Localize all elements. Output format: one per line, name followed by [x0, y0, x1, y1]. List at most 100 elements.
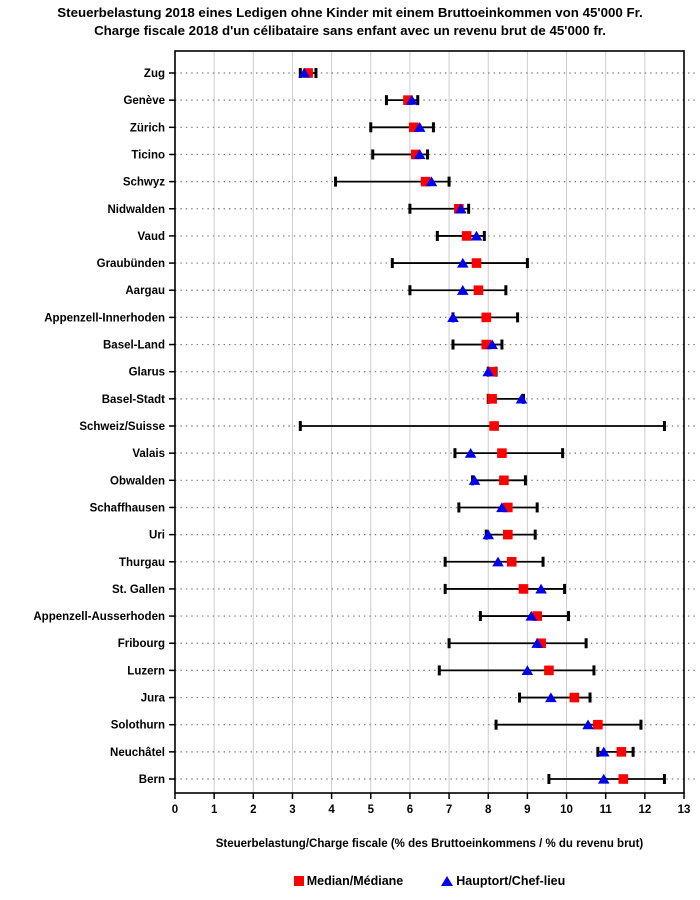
median-marker	[503, 529, 513, 540]
range-cap-max	[592, 665, 596, 676]
range-cap-min	[494, 719, 498, 730]
range-cap-min	[443, 556, 447, 567]
median-marker	[403, 95, 413, 105]
range-cap-max	[482, 230, 486, 241]
canton-label: Aargau	[125, 285, 165, 297]
median-marker	[506, 556, 517, 567]
x-tick-label: 5	[368, 804, 375, 816]
median-marker	[409, 122, 419, 133]
x-tick-label: 9	[524, 804, 530, 816]
range-cap-min	[384, 95, 388, 106]
x-tick-label: 1	[211, 804, 218, 816]
hauptort-marker	[298, 67, 311, 78]
range-cap-min	[408, 203, 412, 214]
range-cap-min	[390, 258, 394, 269]
canton-label: St. Gallen	[112, 584, 165, 596]
median-marker	[303, 68, 313, 78]
blue-triangle-icon	[441, 876, 454, 886]
x-tick-label: 6	[407, 804, 413, 816]
range-cap-max	[561, 448, 565, 459]
canton-label: Glarus	[129, 367, 165, 379]
canton-label: Appenzell-Innerhoden	[44, 312, 165, 324]
canton-label: Basel-Land	[103, 340, 165, 352]
median-marker	[618, 774, 629, 784]
canton-label: Schaffhausen	[90, 502, 165, 514]
range-cap-min	[298, 421, 302, 432]
x-tick-label: 10	[560, 804, 573, 816]
canton-label: Solothurn	[111, 720, 165, 732]
hauptort-marker	[496, 502, 508, 513]
range-cap-max	[639, 719, 643, 730]
range-cap-max	[535, 502, 539, 513]
hauptort-marker	[470, 230, 483, 241]
median-marker	[497, 448, 507, 458]
x-axis-label: Steuerbelastung/Charge fiscale (% des Br…	[215, 838, 644, 850]
range-cap-max	[662, 774, 666, 785]
hauptort-marker	[492, 556, 504, 567]
range-cap-min	[478, 611, 482, 622]
range-cap-min	[298, 68, 302, 78]
chart-canvas: Zug Genève Zürich Ticino Schwyz Nidwalden Vaud…	[33, 50, 697, 816]
x-tick-label: 4	[328, 804, 335, 816]
median-marker	[471, 258, 482, 268]
range-cap-max	[525, 258, 529, 269]
canton-label: Valais	[132, 448, 165, 460]
median-marker	[544, 665, 554, 676]
range-cap-min	[457, 502, 461, 513]
canton-label: Nidwalden	[107, 204, 165, 216]
canton-label: Schweiz/Suisse	[79, 421, 165, 433]
hauptort-marker	[535, 583, 547, 594]
hauptort-marker	[464, 447, 477, 458]
hauptort-marker	[531, 638, 543, 648]
range-cap-min	[435, 230, 439, 241]
hauptort-marker	[597, 773, 610, 784]
range-cap-max	[662, 421, 666, 432]
range-cap-min	[453, 448, 457, 459]
median-marker	[518, 584, 529, 594]
hauptort-marker	[525, 610, 538, 621]
range-cap-min	[369, 122, 373, 133]
hauptort-marker	[406, 94, 418, 105]
hauptort-marker	[425, 176, 438, 187]
x-tick-label: 8	[485, 804, 492, 816]
range-cap-min	[408, 285, 412, 296]
hauptort-marker	[521, 665, 534, 675]
range-cap-max	[431, 122, 435, 133]
range-cap-min	[451, 339, 455, 350]
range-cap-max	[563, 583, 567, 594]
hauptort-marker	[455, 203, 467, 214]
hauptort-marker	[597, 746, 610, 757]
legend-hauptort-label: Hauptort/Chef-lieu	[456, 874, 566, 888]
hauptort-marker	[447, 312, 459, 322]
chart-legend: Median/Médiane Hauptort/Chef-lieu	[175, 874, 684, 888]
median-marker	[499, 475, 509, 486]
range-cap-max	[533, 529, 537, 540]
hauptort-marker	[456, 257, 469, 268]
range-cap-max	[447, 176, 451, 187]
legend-item-median: Median/Médiane	[293, 874, 404, 888]
canton-label: Luzern	[127, 665, 165, 677]
median-marker	[487, 366, 497, 377]
canton-label: Zug	[144, 68, 165, 80]
canton-label: Obwalden	[110, 475, 165, 487]
range-cap-min	[443, 583, 447, 594]
median-marker	[481, 339, 492, 350]
range-cap-max	[467, 203, 471, 214]
range-cap-max	[504, 285, 508, 296]
range-cap-max	[523, 475, 527, 486]
canton-label: Appenzell-Ausserhoden	[33, 611, 165, 623]
canton-label: Neuchâtel	[110, 747, 165, 759]
canton-label: Graubünden	[97, 258, 165, 270]
legend-median-label: Median/Médiane	[306, 874, 404, 888]
median-marker	[489, 421, 499, 431]
range-cap-min	[371, 149, 375, 160]
range-cap-min	[437, 665, 441, 676]
hauptort-marker	[545, 692, 557, 703]
hauptort-marker	[482, 529, 495, 540]
x-tick-label: 13	[678, 804, 691, 816]
hauptort-marker	[413, 122, 426, 132]
x-tick-label: 2	[250, 804, 256, 816]
range-cap-max	[500, 339, 504, 350]
canton-label: Jura	[141, 693, 166, 705]
